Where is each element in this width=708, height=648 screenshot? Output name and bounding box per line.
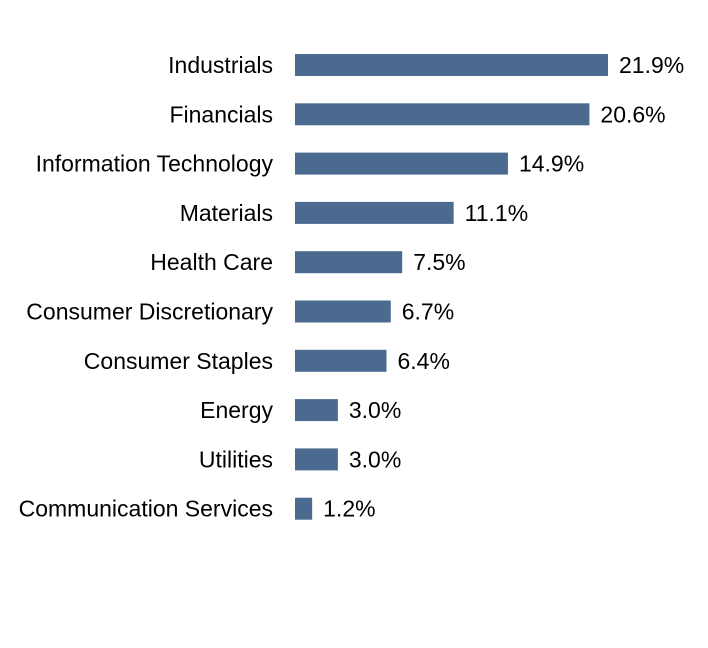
value-label-utilities: 3.0% [349,446,401,472]
bar-financials [295,103,590,126]
bar-consumer-discretionary [295,300,391,323]
bar-health-care [295,251,403,274]
category-label-consumer-discretionary: Consumer Discretionary [26,299,273,325]
category-labels: Industrials Financials Information Technol… [19,52,274,522]
value-labels: 21.9% 20.6% 14.9% 11.1%7.5% 6.7% 6.4% 3.0% 3.0%… [323,52,684,522]
category-label-consumer-staples: Consumer Staples [84,348,273,374]
category-label-information-technology: Information Technology [36,151,274,177]
category-label-communication-services: Communication Services [19,496,273,522]
category-label-industrials: Industrials [168,52,273,78]
bar-industrials [295,54,608,76]
value-label-materials: 11.1% [465,200,529,226]
category-label-energy: Energy [200,397,273,423]
value-label-energy: 3.0% [349,397,401,423]
bar-energy [295,399,338,422]
value-label-information-technology: 14.9% [519,151,584,177]
value-label-health-care: 7.5% [413,249,465,275]
bars [295,54,608,520]
value-label-industrials: 21.9% [619,52,684,78]
category-label-materials: Materials [180,200,273,226]
bar-consumer-staples [295,349,387,372]
bar-information-technology [295,152,508,175]
value-label-financials: 20.6% [600,101,665,127]
value-label-communication-services: 1.2% [323,496,375,522]
value-label-consumer-staples: 6.4% [397,348,449,374]
bar-communication-services [295,497,313,520]
bar-utilities [295,448,338,471]
bar-materials [295,201,454,224]
category-label-health-care: Health Care [150,249,273,275]
value-label-consumer-discretionary: 6.7% [402,299,454,325]
category-label-financials: Financials [169,101,273,127]
category-label-utilities: Utilities [199,446,273,472]
